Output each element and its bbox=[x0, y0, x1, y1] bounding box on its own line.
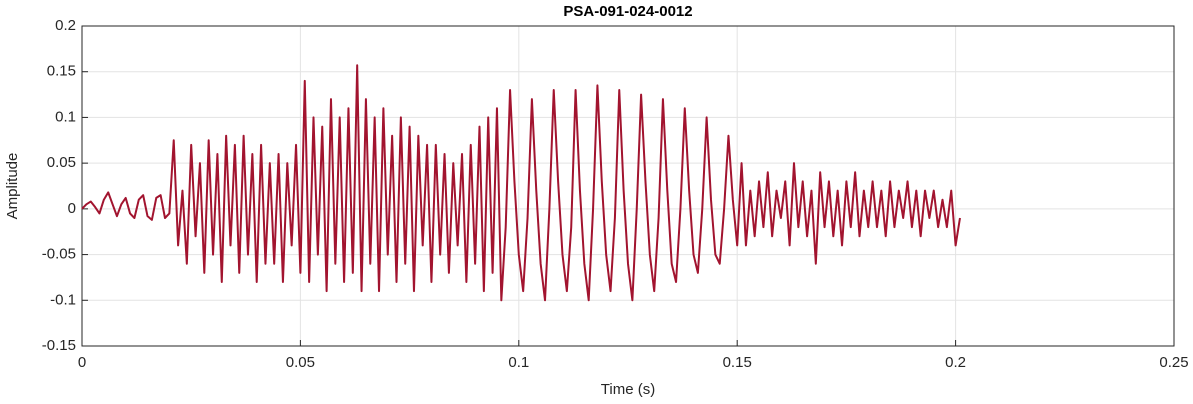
y-tick-label: -0.1 bbox=[50, 291, 76, 308]
y-tick-label: 0.05 bbox=[47, 154, 76, 171]
y-tick-label: -0.15 bbox=[42, 337, 76, 354]
chart-title: PSA-091-024-0012 bbox=[563, 3, 692, 20]
plot-frame bbox=[81, 25, 1175, 347]
waveform-line bbox=[81, 64, 961, 302]
y-tick-label: 0.1 bbox=[55, 108, 76, 125]
x-axis-label: Time (s) bbox=[601, 381, 655, 398]
x-tick-label: 0.2 bbox=[945, 354, 966, 371]
x-tick-label: 0.1 bbox=[508, 354, 529, 371]
y-tick-label: 0 bbox=[68, 200, 76, 217]
y-axis-label: Amplitude bbox=[4, 153, 21, 220]
y-tick-label: 0.2 bbox=[55, 17, 76, 34]
x-tick-label: 0.05 bbox=[286, 354, 315, 371]
x-tick-label: 0.15 bbox=[723, 354, 752, 371]
x-tick-label: 0.25 bbox=[1159, 354, 1188, 371]
y-tick-label: 0.15 bbox=[47, 63, 76, 80]
y-tick-label: -0.05 bbox=[42, 246, 76, 263]
x-tick-label: 0 bbox=[78, 354, 86, 371]
